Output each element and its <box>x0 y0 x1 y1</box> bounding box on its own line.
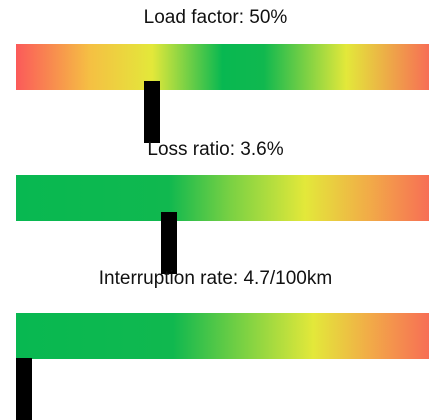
gauge-load-factor: Load factor: 50% <box>0 0 431 143</box>
gauge-bar <box>16 313 429 420</box>
gauge-marker <box>144 81 161 143</box>
gauge-marker <box>160 212 177 274</box>
gauge-label: Loss ratio: 3.6% <box>147 139 284 160</box>
gauge-bar <box>16 44 429 143</box>
gauge-interruption-rate: Interruption rate: 4.7/100km <box>0 260 431 420</box>
gauge-loss-ratio: Loss ratio: 3.6% <box>0 130 431 274</box>
gauge-marker <box>16 358 33 420</box>
gauge-label: Load factor: 50% <box>143 7 288 28</box>
gauge-label: Interruption rate: 4.7/100km <box>98 268 333 289</box>
gauge-bar <box>16 175 429 274</box>
